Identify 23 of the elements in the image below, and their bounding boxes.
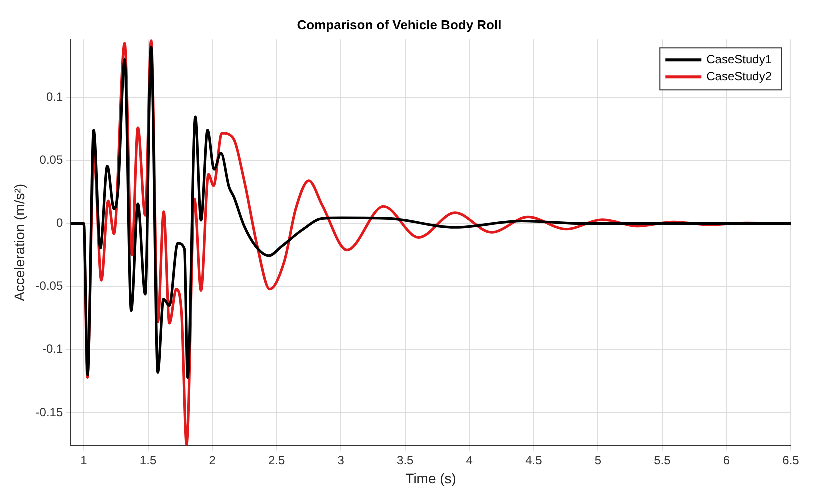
legend-label: CaseStudy1 <box>706 52 772 66</box>
x-tick-label: 4 <box>466 453 474 468</box>
x-tick-label: 1 <box>80 453 88 468</box>
x-tick-label: 2.5 <box>268 453 286 468</box>
x-tick-label: 1.5 <box>140 453 157 468</box>
x-tick-label: 6 <box>723 453 730 468</box>
x-tick-label: 5 <box>594 453 602 468</box>
chart-title: Comparison of Vehicle Body Roll <box>297 17 502 32</box>
y-tick-label: 0 <box>56 216 64 230</box>
legend-label: CaseStudy2 <box>706 69 772 84</box>
x-tick-label: 2 <box>209 453 216 468</box>
y-tick-label: -0.05 <box>36 279 64 294</box>
x-tick-label: 5.5 <box>654 453 672 468</box>
y-tick-label: 0.1 <box>46 90 64 104</box>
y-tick-label: -0.15 <box>36 405 64 420</box>
x-tick-label: 3 <box>338 453 345 468</box>
y-tick-label: -0.1 <box>42 342 64 356</box>
y-tick-label: 0.05 <box>40 153 64 168</box>
x-tick-label: 4.5 <box>526 453 543 468</box>
x-tick-label: 6.5 <box>782 453 800 468</box>
x-tick-label: 3.5 <box>397 453 414 468</box>
y-axis-title: Acceleration (m/s²) <box>11 184 28 302</box>
x-axis-title: Time (s) <box>406 470 456 486</box>
